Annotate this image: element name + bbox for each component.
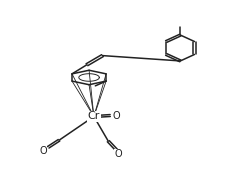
Text: O: O xyxy=(112,111,120,120)
Text: O: O xyxy=(114,149,122,159)
Text: Cr: Cr xyxy=(88,112,100,121)
Text: O: O xyxy=(39,146,47,156)
